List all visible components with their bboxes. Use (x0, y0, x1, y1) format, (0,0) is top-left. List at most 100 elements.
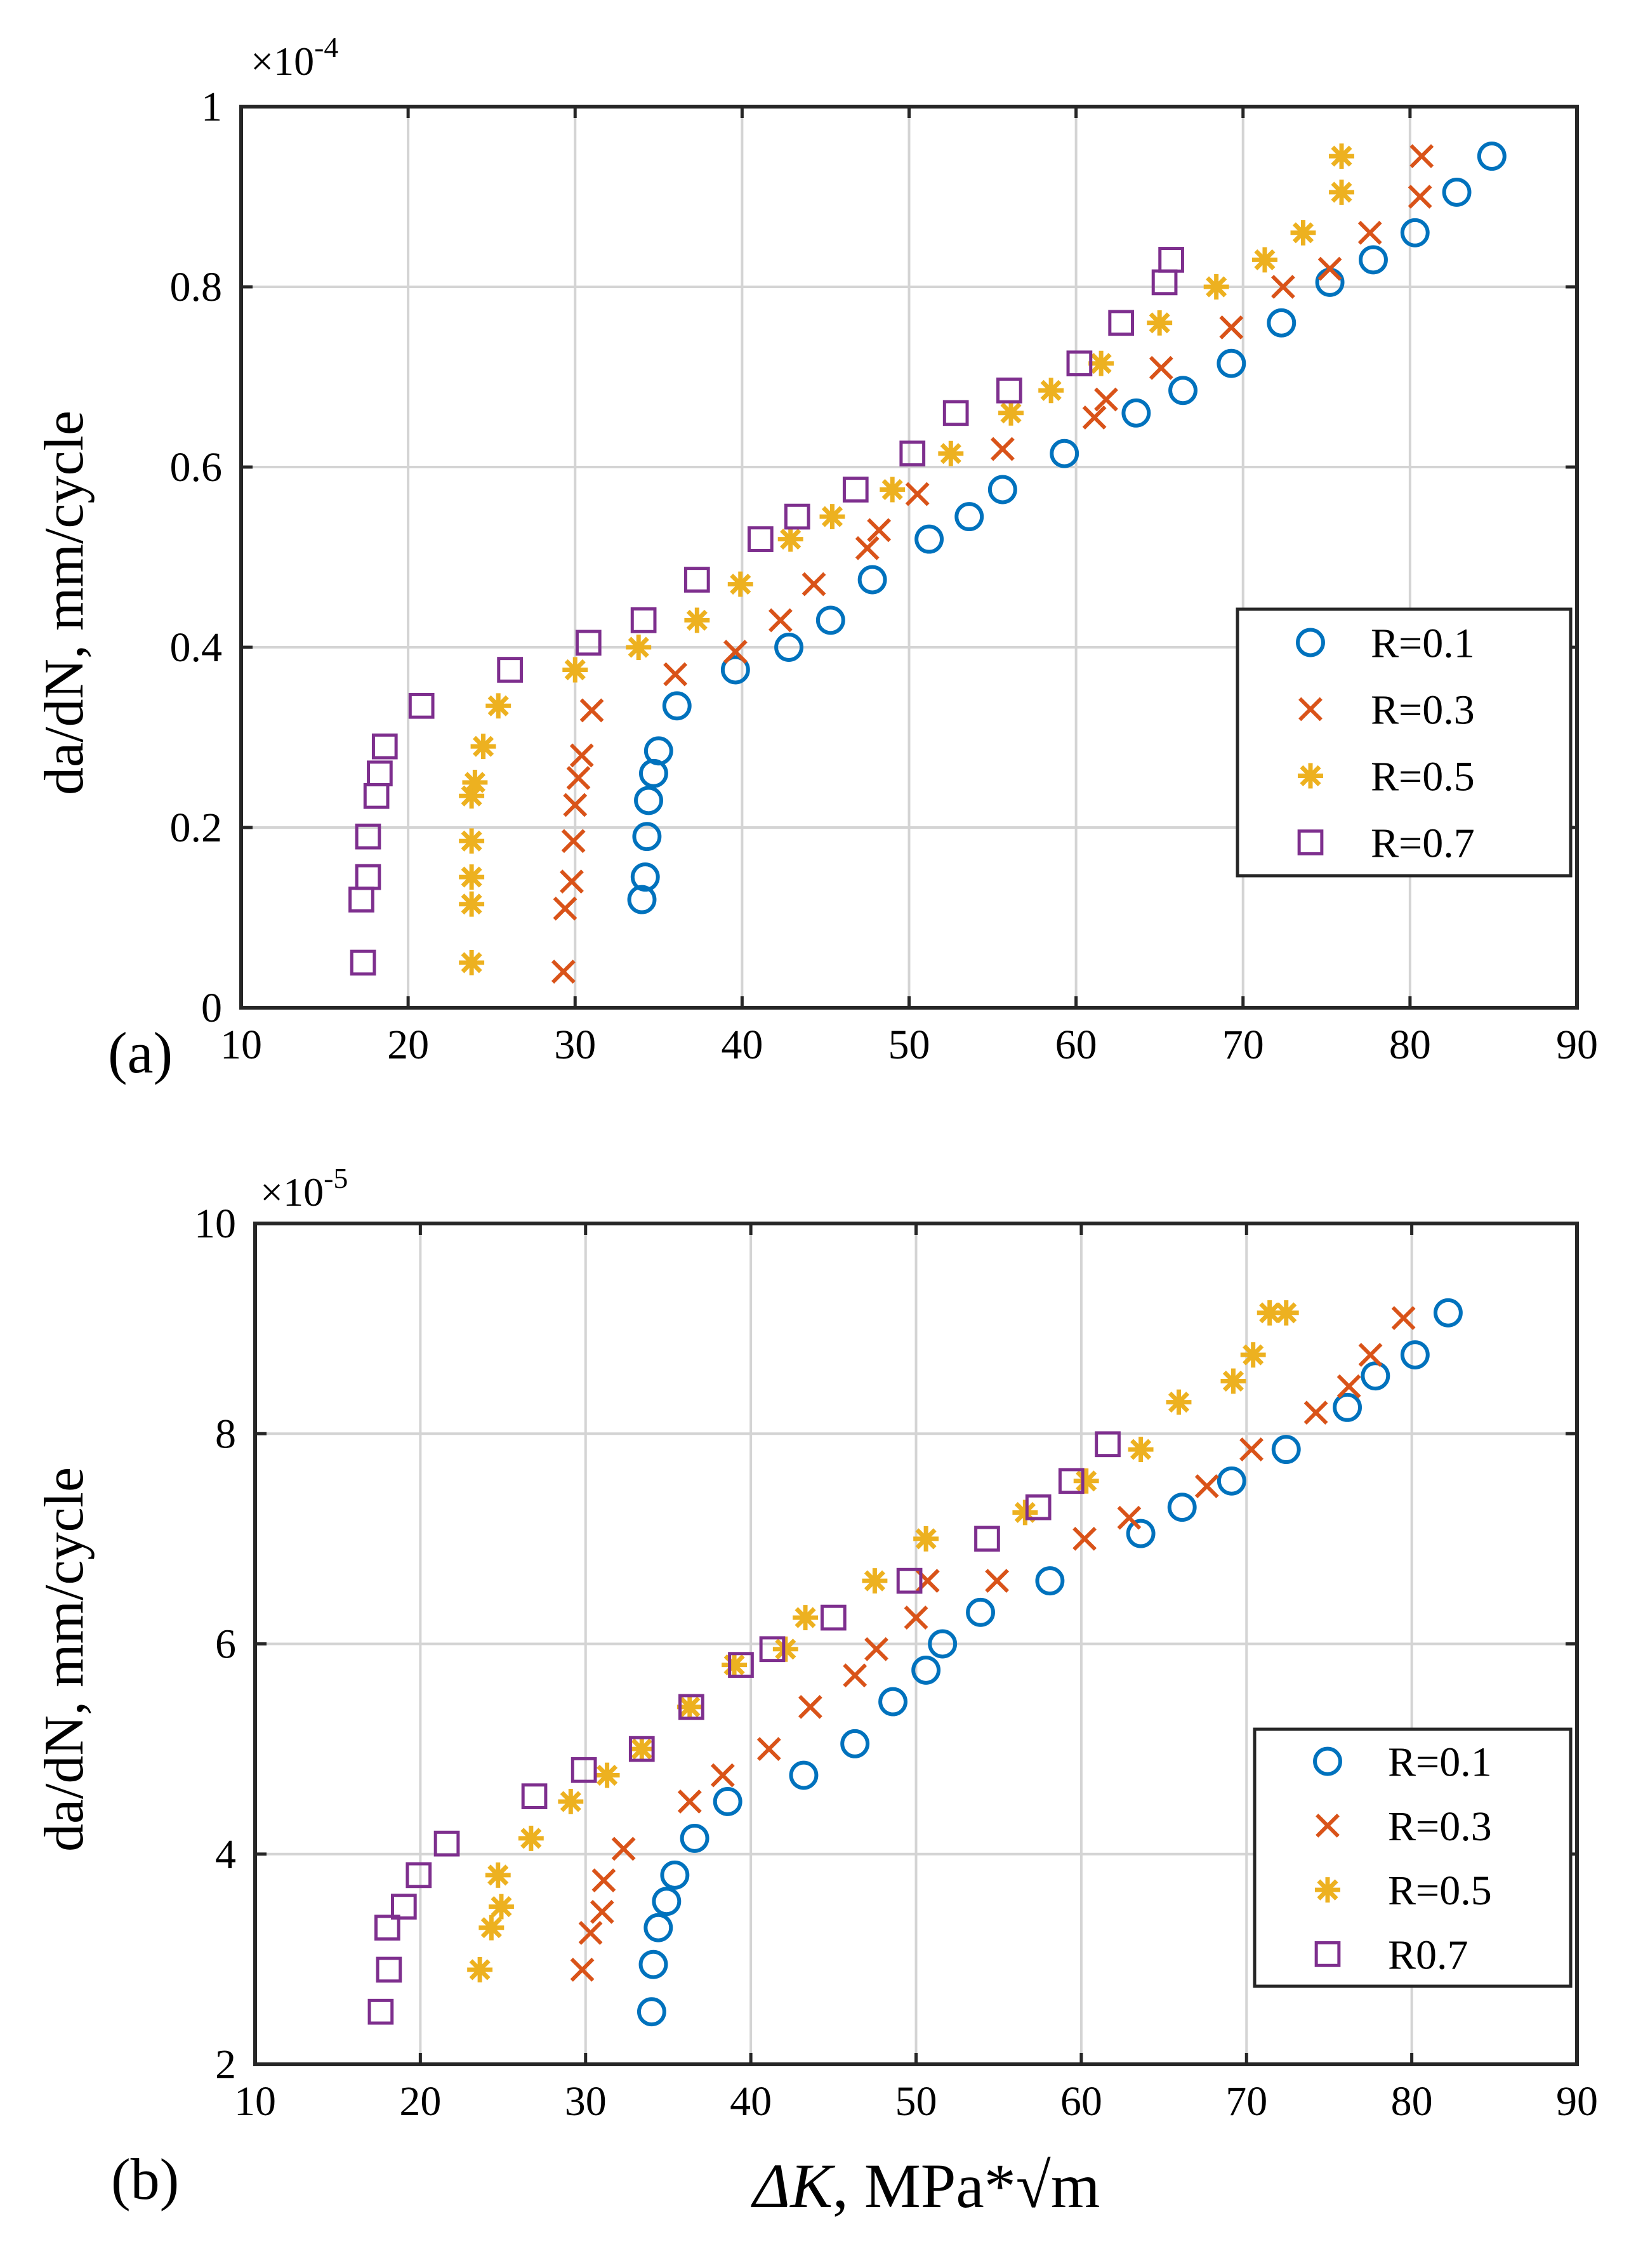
data-point (842, 477, 869, 503)
data-point (634, 786, 663, 815)
data-point (896, 1567, 923, 1594)
data-point (1050, 438, 1079, 468)
data-point (1217, 348, 1246, 378)
data-point (1257, 1300, 1283, 1326)
data-point (630, 862, 660, 892)
data-point (1400, 218, 1430, 247)
data-point (768, 608, 793, 633)
y-tick-label: 0.8 (170, 264, 223, 310)
data-point (376, 1956, 402, 1983)
series-R=0.7 (348, 247, 1184, 976)
data-point (578, 1921, 603, 1945)
data-point (1149, 355, 1173, 380)
data-point (1329, 179, 1354, 205)
data-point (1128, 1437, 1154, 1463)
data-point (820, 1604, 847, 1631)
data-point (485, 1862, 511, 1888)
data-point (433, 1830, 460, 1857)
data-point (459, 891, 485, 917)
x-tick-label: 70 (1225, 2078, 1267, 2125)
data-point (628, 1736, 655, 1762)
series-R=0.1 (627, 142, 1507, 914)
data-point (710, 1763, 735, 1788)
x-tick-label: 50 (895, 2078, 937, 2125)
data-point (459, 828, 485, 854)
data-point (660, 1860, 690, 1890)
x-tick-label: 10 (220, 1022, 262, 1068)
data-point (723, 640, 748, 664)
data-point (678, 1694, 704, 1720)
legend-label: R=0.7 (1371, 821, 1475, 867)
data-point (643, 736, 673, 766)
x-tick-label: 40 (721, 1022, 763, 1068)
data-point (1219, 315, 1244, 340)
legend-marker (1298, 763, 1323, 789)
y-axis-label: da/dN, mm/cycle (34, 1467, 95, 1852)
data-point (663, 662, 688, 687)
data-point (722, 1652, 748, 1678)
x-tick-label: 70 (1222, 1022, 1264, 1068)
data-point (1357, 220, 1382, 245)
data-point (1072, 1526, 1097, 1551)
chart-panel-b: 10 20 30 40 50 60 70 80 90 2 4 6 8 10 da/dN, mm/cycle… (34, 1162, 1598, 2212)
data-point (793, 1605, 818, 1631)
data-point (1270, 275, 1295, 299)
legend-marker (1314, 1941, 1341, 1967)
x-tick-label: 30 (554, 1022, 596, 1068)
data-point (489, 1894, 514, 1920)
legend-marker (1298, 697, 1323, 722)
data-point (1194, 1474, 1219, 1498)
data-point (1088, 350, 1114, 376)
data-point (637, 1997, 666, 2027)
data-point (518, 1825, 544, 1851)
data-point (1108, 310, 1135, 336)
data-point (1239, 1437, 1264, 1462)
legend-label: R0.7 (1388, 1932, 1468, 1978)
data-point (1058, 1468, 1085, 1494)
data-point (566, 765, 591, 790)
x-tick-label: 80 (1391, 2078, 1433, 2125)
data-point (942, 400, 969, 426)
data-point (626, 635, 652, 660)
data-point (575, 630, 602, 656)
data-point (462, 770, 488, 795)
data-point (638, 1949, 668, 1979)
data-point (470, 734, 496, 760)
data-point (815, 605, 845, 635)
data-point (878, 1687, 907, 1717)
data-point (570, 1958, 595, 1982)
data-point (1400, 1340, 1430, 1369)
data-point (1409, 144, 1434, 169)
x-tick-label: 60 (1055, 1022, 1097, 1068)
y-tick-label: 0 (201, 985, 222, 1031)
data-point (1035, 1566, 1065, 1596)
data-point (1273, 1300, 1299, 1326)
data-point (798, 1694, 822, 1719)
data-point (914, 524, 944, 554)
data-point (913, 1526, 939, 1552)
data-point (819, 504, 845, 530)
data-point (350, 949, 376, 976)
data-point (864, 1637, 888, 1661)
data-point (747, 526, 774, 552)
data-point (720, 655, 750, 685)
data-point (551, 959, 576, 984)
x-tick-label: 50 (888, 1022, 930, 1068)
data-point (727, 571, 753, 597)
x-tick-label: 90 (1556, 1022, 1598, 1068)
series-R=0.5 (467, 1300, 1299, 1982)
data-point (1167, 1493, 1197, 1522)
data-point (355, 864, 381, 890)
legend-marker (1316, 1813, 1340, 1838)
data-point (632, 822, 662, 852)
data-point (1361, 1361, 1390, 1391)
data-point (1066, 350, 1093, 377)
data-point (789, 1760, 819, 1790)
data-point (938, 440, 964, 466)
data-point (459, 950, 485, 975)
data-point (1126, 1519, 1156, 1548)
data-point (784, 503, 810, 530)
panel-label-a: (a) (108, 1020, 173, 1085)
legend-label: R=0.5 (1388, 1868, 1492, 1914)
scale-base: ×10 (260, 1170, 324, 1215)
